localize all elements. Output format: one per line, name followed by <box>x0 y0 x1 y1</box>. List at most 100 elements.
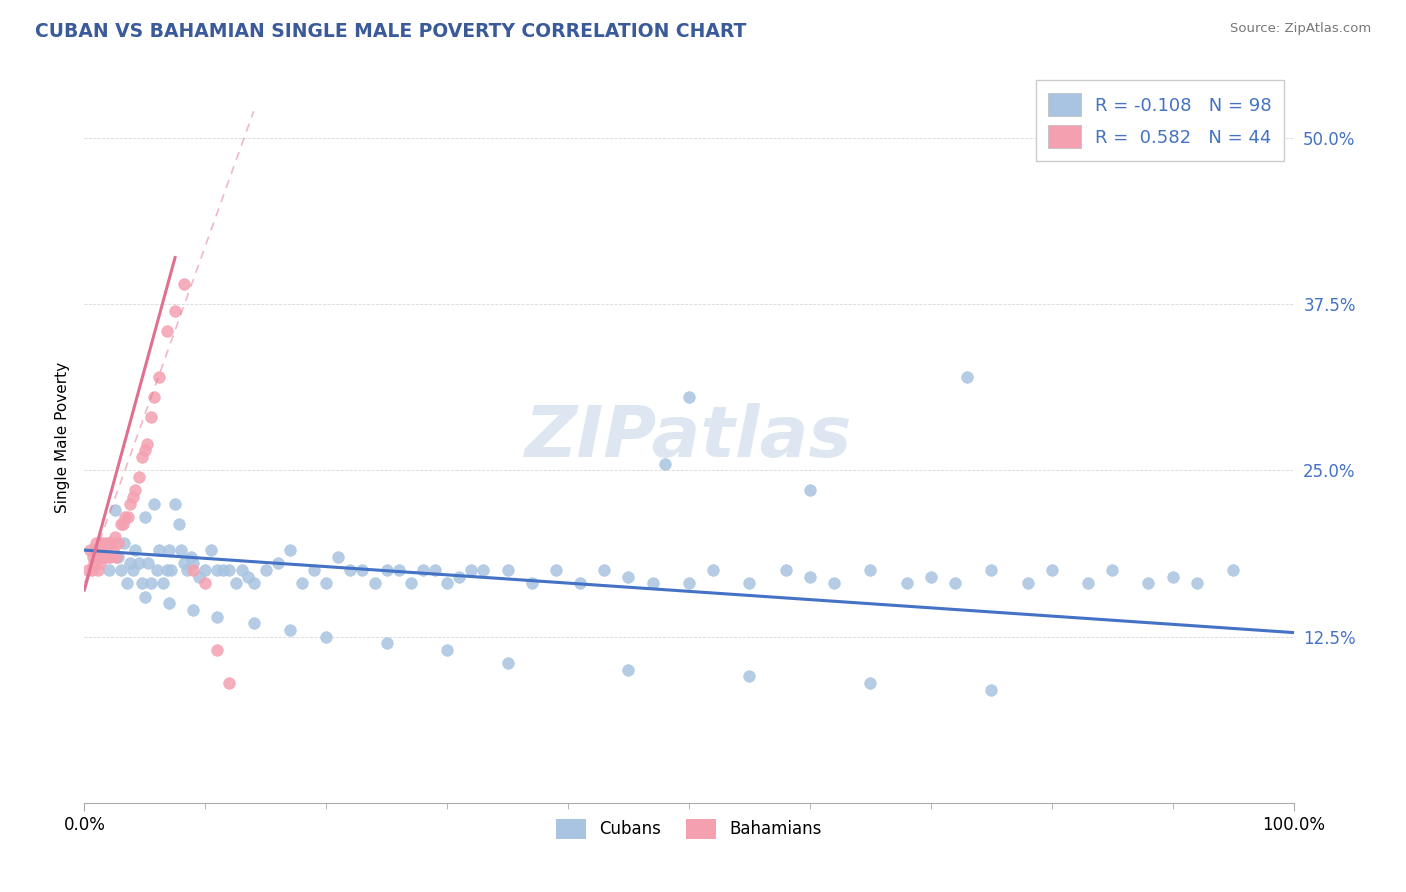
Point <box>1077 576 1099 591</box>
Point <box>943 576 966 591</box>
Point <box>678 576 700 591</box>
Point <box>97 536 120 550</box>
Point <box>94 543 117 558</box>
Point <box>896 576 918 591</box>
Point <box>315 576 337 591</box>
Point <box>90 543 112 558</box>
Point <box>520 576 543 591</box>
Point <box>472 563 495 577</box>
Text: CUBAN VS BAHAMIAN SINGLE MALE POVERTY CORRELATION CHART: CUBAN VS BAHAMIAN SINGLE MALE POVERTY CO… <box>35 22 747 41</box>
Point <box>128 557 150 571</box>
Point <box>436 643 458 657</box>
Point <box>155 324 177 338</box>
Point <box>436 576 458 591</box>
Point <box>859 563 882 577</box>
Point <box>110 516 132 531</box>
Point <box>165 497 187 511</box>
Point <box>121 563 143 577</box>
Point <box>131 450 153 464</box>
Point <box>157 596 180 610</box>
Point <box>165 303 187 318</box>
Point <box>1161 570 1184 584</box>
Point <box>207 609 229 624</box>
Point <box>242 576 264 591</box>
Point <box>93 549 115 564</box>
Legend: Cubans, Bahamians: Cubans, Bahamians <box>550 812 828 846</box>
Point <box>104 530 127 544</box>
Point <box>291 576 314 591</box>
Point <box>170 543 193 558</box>
Point <box>617 663 640 677</box>
Point <box>107 536 129 550</box>
Point <box>143 497 166 511</box>
Point <box>157 543 180 558</box>
Point <box>859 676 882 690</box>
Point <box>375 636 398 650</box>
Point <box>107 549 129 564</box>
Point <box>254 563 277 577</box>
Point <box>124 543 146 558</box>
Point <box>112 536 135 550</box>
Point <box>399 576 422 591</box>
Point <box>136 436 159 450</box>
Point <box>799 483 821 498</box>
Point <box>218 563 240 577</box>
Point <box>654 457 676 471</box>
Point <box>152 576 174 591</box>
Point <box>496 656 519 670</box>
Point <box>128 470 150 484</box>
Point <box>194 576 217 591</box>
Point <box>980 563 1002 577</box>
Point <box>738 669 761 683</box>
Point <box>97 563 120 577</box>
Point <box>146 563 169 577</box>
Point <box>121 490 143 504</box>
Point <box>91 536 114 550</box>
Point <box>352 563 374 577</box>
Point <box>375 563 398 577</box>
Point <box>84 543 107 558</box>
Point <box>117 509 139 524</box>
Point <box>388 563 411 577</box>
Point <box>702 563 724 577</box>
Point <box>225 576 247 591</box>
Point <box>176 563 198 577</box>
Point <box>110 563 132 577</box>
Point <box>315 630 337 644</box>
Point <box>82 549 104 564</box>
Point <box>80 563 103 577</box>
Point <box>155 563 177 577</box>
Point <box>138 557 160 571</box>
Point <box>641 576 664 591</box>
Point <box>134 443 156 458</box>
Point <box>423 563 446 577</box>
Point <box>181 563 204 577</box>
Point <box>363 576 385 591</box>
Point <box>131 576 153 591</box>
Point <box>460 563 482 577</box>
Point <box>738 576 761 591</box>
Point <box>143 390 166 404</box>
Point <box>496 563 519 577</box>
Point <box>617 570 640 584</box>
Point <box>278 623 301 637</box>
Point <box>86 536 108 550</box>
Point <box>236 570 259 584</box>
Point <box>194 563 217 577</box>
Point <box>956 370 979 384</box>
Point <box>134 509 156 524</box>
Point <box>98 549 121 564</box>
Point <box>207 643 229 657</box>
Point <box>328 549 350 564</box>
Point <box>91 543 114 558</box>
Text: Source: ZipAtlas.com: Source: ZipAtlas.com <box>1230 22 1371 36</box>
Point <box>449 570 471 584</box>
Point <box>593 563 616 577</box>
Point <box>799 570 821 584</box>
Point <box>148 543 170 558</box>
Point <box>1040 563 1063 577</box>
Point <box>120 557 142 571</box>
Point <box>87 549 110 564</box>
Point <box>339 563 361 577</box>
Point <box>96 549 118 564</box>
